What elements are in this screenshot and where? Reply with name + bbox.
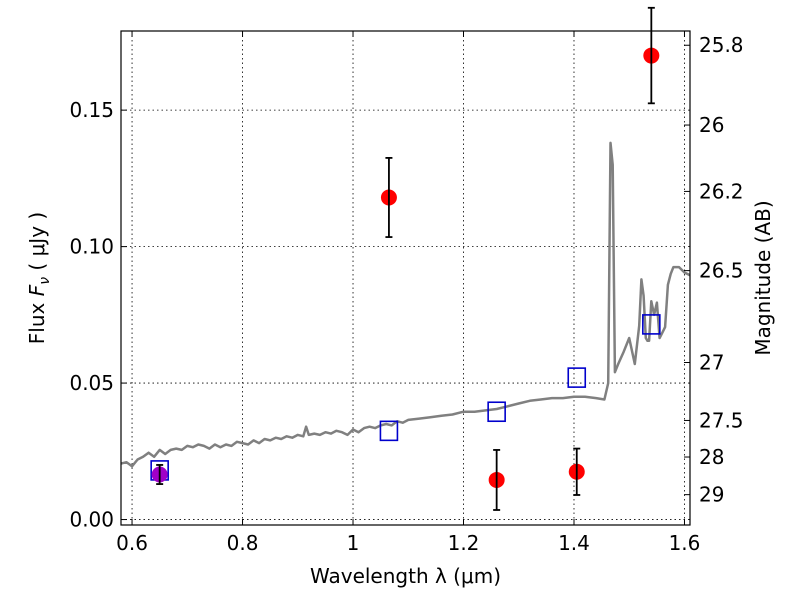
right-y-tick-label: 26.5 — [699, 259, 744, 283]
y-tick-label: 0.15 — [69, 98, 114, 122]
right-y-tick-label: 26 — [699, 113, 724, 137]
sed-curve — [120, 141, 691, 468]
right-y-tick-label: 26.2 — [699, 179, 744, 203]
y-tick-label: 0.05 — [69, 371, 114, 395]
y-tick-label: 0.00 — [69, 508, 114, 532]
right-y-tick-label: 29 — [699, 483, 724, 507]
right-y-tick-label: 25.8 — [699, 33, 744, 57]
plot-area — [120, 6, 691, 511]
x-tick-label: 0.8 — [227, 531, 259, 555]
model-square — [379, 420, 399, 442]
grid-lines — [121, 31, 690, 525]
right-y-tick-label: 27 — [699, 350, 724, 374]
x-tick-label: 1.4 — [558, 531, 590, 555]
axes: 0.6 0.8 1 1.2 1.4 1.6 0.00 0.05 0.10 0.15 25.8 26 26… — [69, 31, 744, 555]
model-square — [642, 314, 661, 335]
model-square — [487, 401, 506, 423]
x-tick-label: 0.6 — [116, 531, 148, 555]
plot-frame — [120, 30, 691, 526]
x-tick-label: 1.6 — [669, 531, 701, 555]
x-axis-label: Wavelength λ (μm) — [310, 564, 501, 588]
y-tick-label: 0.10 — [69, 235, 114, 259]
y-axis-label: Flux Fν ( μJy ) — [25, 212, 53, 344]
x-tick-label: 1.2 — [448, 531, 480, 555]
x-tick-label: 1 — [347, 531, 360, 555]
right-y-tick-label: 28 — [699, 445, 724, 469]
right-y-axis-label: Magnitude (AB) — [751, 200, 775, 355]
right-y-tick-label: 27.5 — [699, 408, 744, 432]
model-square — [567, 367, 587, 388]
